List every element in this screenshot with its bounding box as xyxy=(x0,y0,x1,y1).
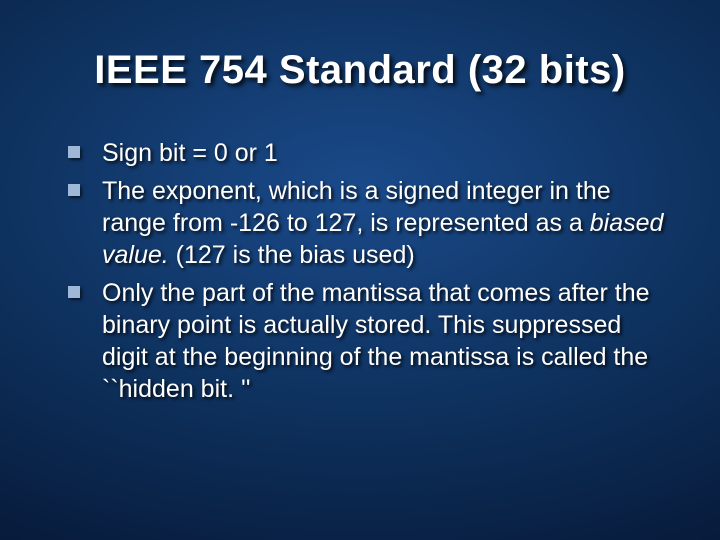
bullet-text: Sign bit = 0 or 1 xyxy=(102,139,278,167)
bullet-text: Only the part of the mantissa that comes… xyxy=(102,279,650,403)
list-item: Only the part of the mantissa that comes… xyxy=(60,277,664,405)
bullet-list: Sign bit = 0 or 1 The exponent, which is… xyxy=(56,137,664,405)
list-item: Sign bit = 0 or 1 xyxy=(60,137,664,169)
bullet-text-post: (127 is the bias used) xyxy=(169,241,415,269)
bullet-text-pre: The exponent, which is a signed integer … xyxy=(102,177,611,237)
list-item: The exponent, which is a signed integer … xyxy=(60,175,664,271)
slide: IEEE 754 Standard (32 bits) Sign bit = 0… xyxy=(0,0,720,540)
slide-title: IEEE 754 Standard (32 bits) xyxy=(56,48,664,93)
